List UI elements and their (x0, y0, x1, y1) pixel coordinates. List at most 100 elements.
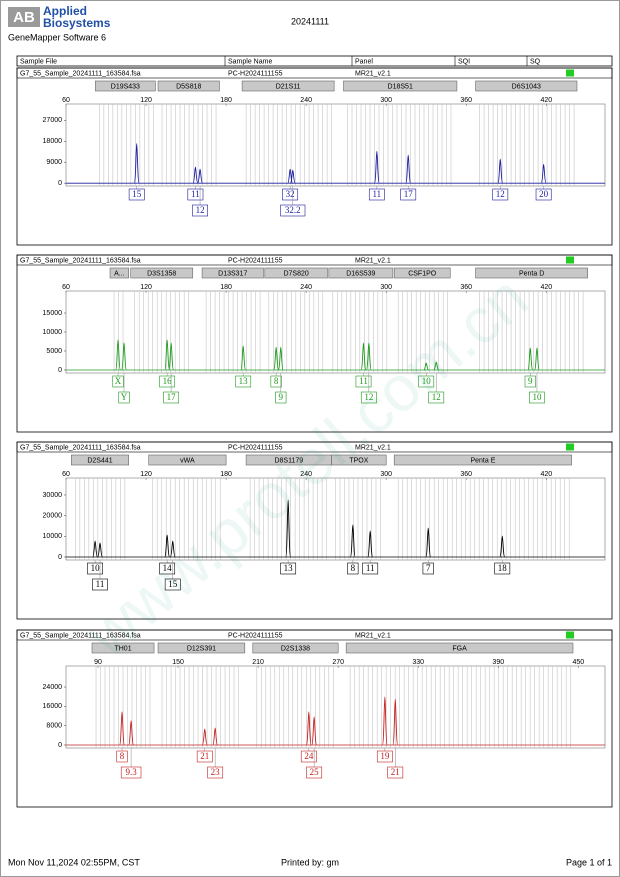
allele-label: 7 (426, 563, 431, 573)
x-tick-label: 60 (62, 97, 70, 104)
marker-name: D12S391 (187, 645, 216, 652)
marker-name: D18S51 (388, 83, 413, 90)
x-tick-label: 240 (300, 284, 312, 291)
marker-box (157, 80, 220, 92)
peak (128, 720, 134, 746)
allele-box (428, 391, 445, 404)
marker-box (241, 80, 335, 92)
allele-label: 32.2 (285, 205, 301, 215)
peak (92, 540, 98, 558)
x-tick-label: 420 (540, 284, 552, 291)
sample-name: PC-H2024111155 (228, 632, 283, 639)
marker-name: D6S1043 (512, 83, 541, 90)
marker-name: D21S11 (276, 83, 301, 90)
software-name: GeneMapper Software 6 (8, 32, 106, 42)
x-tick-label: 420 (540, 471, 552, 478)
peak (374, 150, 380, 184)
allele-box (347, 562, 359, 575)
marker-name: TPOX (349, 457, 368, 464)
allele-box (235, 375, 252, 388)
x-tick-label: 300 (380, 97, 392, 104)
quality-flag (566, 631, 574, 639)
allele-label: 9.3 (125, 767, 137, 777)
logo-line: Applied (43, 4, 87, 18)
x-tick-label: 150 (172, 659, 184, 666)
x-tick-label: 450 (572, 659, 584, 666)
allele-box (116, 750, 128, 763)
allele-box (120, 766, 142, 779)
peak (305, 711, 312, 746)
marker-name: D5S818 (176, 83, 201, 90)
peak (121, 342, 127, 371)
marker-name: Penta E (470, 457, 495, 464)
marker-name: D3S1358 (147, 270, 176, 277)
logo-box (8, 7, 40, 27)
column-header: Sample File (20, 58, 57, 65)
plot-area (65, 665, 606, 749)
peak (497, 158, 504, 184)
panel-name: MR21_v2.1 (355, 257, 391, 264)
allele-label: 8 (351, 563, 356, 573)
peak (197, 168, 203, 184)
peak (169, 540, 176, 558)
peak (133, 143, 140, 184)
allele-label: 16 (163, 376, 173, 386)
y-tick-label: 15000 (43, 310, 63, 317)
marker-box (393, 267, 451, 279)
panel-header (16, 254, 613, 266)
x-tick-label: 390 (492, 659, 504, 666)
peak (164, 339, 170, 371)
peak (366, 342, 372, 371)
y-tick-label: 20000 (43, 512, 63, 519)
allele-box (376, 750, 393, 763)
y-tick-label: 10000 (43, 329, 63, 336)
marker-box (345, 642, 574, 654)
allele-box (280, 562, 297, 575)
peak (433, 361, 439, 371)
allele-label: 11 (359, 376, 368, 386)
y-tick-label: 9000 (46, 159, 62, 166)
allele-label: 10 (91, 563, 101, 573)
x-tick-label: 360 (460, 97, 472, 104)
allele-box (192, 204, 208, 217)
allele-box (387, 766, 404, 779)
marker-box (130, 267, 194, 279)
allele-box (163, 391, 180, 404)
x-tick-label: 330 (412, 659, 424, 666)
peak (527, 347, 534, 371)
x-tick-label: 120 (140, 284, 152, 291)
marker-box (328, 267, 394, 279)
allele-label: Y (121, 392, 128, 402)
allele-box (368, 188, 385, 201)
allele-label: 8 (274, 376, 279, 386)
allele-label: 12 (496, 189, 505, 199)
allele-label: 11 (373, 189, 382, 199)
peak (360, 342, 367, 371)
allele-box (275, 391, 287, 404)
marker-name: D19S433 (111, 83, 140, 90)
marker-box (91, 642, 155, 654)
allele-box (159, 375, 176, 388)
marker-name: D13S317 (218, 270, 247, 277)
allele-box (300, 750, 317, 763)
allele-label: 18 (498, 563, 508, 573)
marker-box (331, 454, 387, 466)
x-tick-label: 120 (140, 471, 152, 478)
allele-box (524, 375, 536, 388)
marker-name: Penta D (519, 270, 544, 277)
marker-name: D8S1179 (274, 457, 303, 464)
allele-label: 13 (239, 376, 249, 386)
allele-label: 17 (167, 392, 177, 402)
sample-name: PC-H2024111155 (228, 70, 283, 77)
allele-box (112, 375, 124, 388)
allele-label: 12 (196, 205, 205, 215)
peak (168, 342, 174, 371)
peak (240, 345, 247, 371)
peak (119, 711, 125, 746)
marker-name: D2S1338 (281, 645, 310, 652)
allele-box (360, 391, 377, 404)
allele-label: 21 (200, 751, 209, 761)
allele-label: 10 (422, 376, 432, 386)
x-tick-label: 180 (220, 97, 232, 104)
